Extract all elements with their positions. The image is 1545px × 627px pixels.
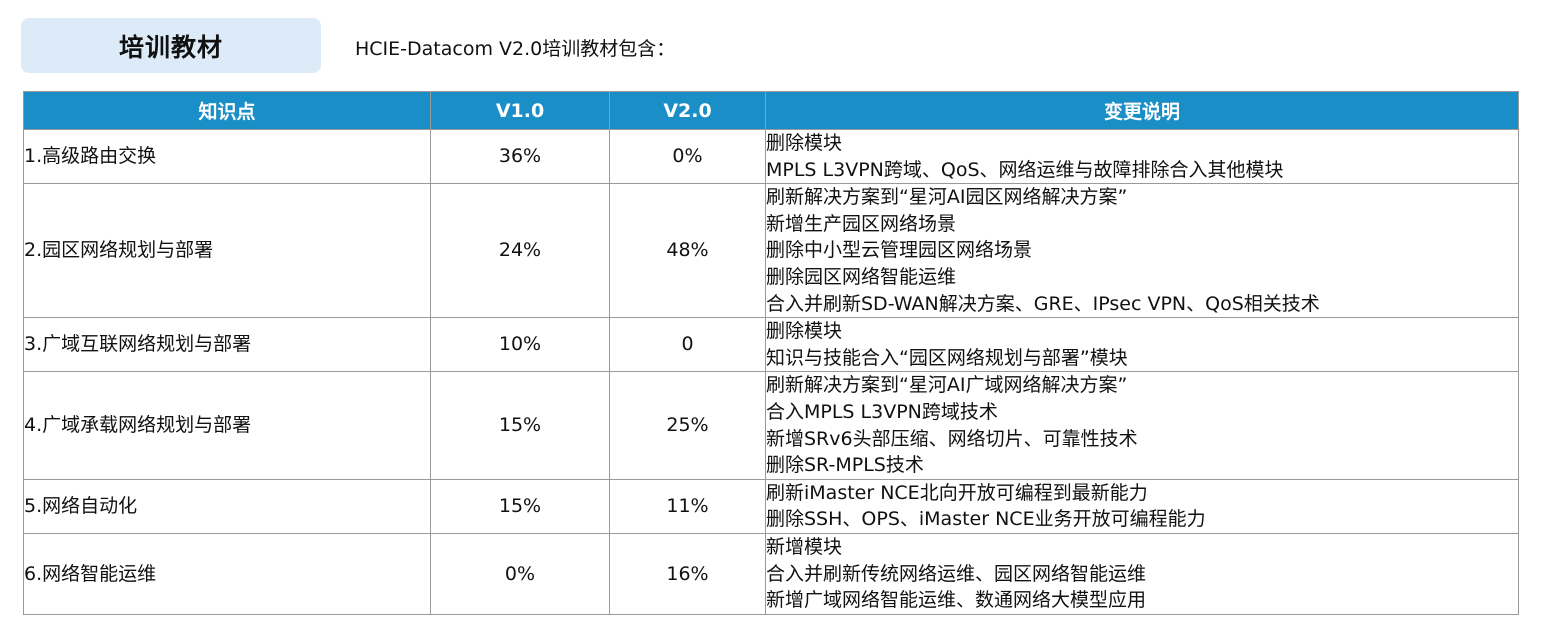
v1-percent-cell: 10%	[430, 317, 610, 373]
table-row: 5.网络自动化 15% 11% 刷新iMaster NCE北向开放可编程到最新能…	[23, 478, 1519, 534]
change-line: 合入MPLS L3VPN跨域技术	[766, 400, 998, 423]
column-header-changes: 变更说明	[765, 91, 1519, 130]
change-line: 新增广域网络智能运维、数通网络大模型应用	[766, 589, 1147, 612]
change-line: 删除SR-MPLS技术	[766, 454, 924, 477]
changes-cell: 删除模块 知识与技能合入“园区网络规划与部署”模块	[765, 317, 1519, 373]
column-header-v1: V1.0	[430, 91, 610, 130]
v2-percent-cell: 48%	[609, 183, 766, 319]
changes-cell: 新增模块 合入并刷新传统网络运维、园区网络智能运维 新增广域网络智能运维、数通网…	[765, 532, 1519, 615]
changes-cell: 刷新iMaster NCE北向开放可编程到最新能力 删除SSH、OPS、iMas…	[765, 478, 1519, 534]
v2-percent-cell: 11%	[609, 478, 766, 534]
topic-cell: 2.园区网络规划与部署	[23, 183, 431, 319]
table-header: 知识点 V1.0 V2.0 变更说明	[23, 91, 1519, 130]
change-line: 合入并刷新传统网络运维、园区网络智能运维	[766, 562, 1147, 585]
change-line: 删除模块	[766, 132, 843, 154]
topic-cell: 1.高级路由交换	[23, 128, 431, 185]
changes-cell: 删除模块 MPLS L3VPN跨域、QoS、网络运维与故障排除合入其他模块	[765, 128, 1519, 185]
v1-percent-cell: 36%	[430, 128, 610, 185]
table-row: 2.园区网络规划与部署 24% 48% 刷新解决方案到“星河AI园区网络解决方案…	[23, 183, 1519, 319]
badge-title: 培训教材	[118, 32, 223, 62]
header-row: 知识点 V1.0 V2.0 变更说明	[23, 91, 1519, 130]
changes-cell: 刷新解决方案到“星河AI广域网络解决方案” 合入MPLS L3VPN跨域技术 新…	[765, 371, 1519, 480]
v1-percent-cell: 15%	[430, 371, 610, 480]
v2-percent-cell: 16%	[609, 532, 766, 615]
v1-percent-cell: 24%	[430, 183, 610, 319]
change-line: 删除SSH、OPS、iMaster NCE业务开放可编程能力	[766, 508, 1206, 531]
change-line: 删除园区网络智能运维	[766, 265, 957, 288]
subtitle: HCIE-Datacom V2.0培训教材包含：	[355, 38, 676, 60]
change-line: 刷新iMaster NCE北向开放可编程到最新能力	[766, 481, 1148, 504]
change-line: MPLS L3VPN跨域、QoS、网络运维与故障排除合入其他模块	[766, 158, 1284, 181]
column-header-topic: 知识点	[23, 91, 431, 130]
table-row: 6.网络智能运维 0% 16% 新增模块 合入并刷新传统网络运维、园区网络智能运…	[23, 532, 1519, 615]
change-line: 删除模块	[766, 320, 843, 343]
v1-percent-cell: 15%	[430, 478, 610, 534]
change-line: 知识与技能合入“园区网络规划与部署”模块	[766, 346, 1128, 369]
topic-cell: 4.广域承载网络规划与部署	[23, 371, 431, 480]
materials-table: 知识点 V1.0 V2.0 变更说明 1.高级路由交换 36% 0% 删除模块 …	[23, 91, 1519, 615]
column-header-v2: V2.0	[609, 91, 766, 130]
topic-cell: 3.广域互联网络规划与部署	[23, 317, 431, 373]
table-row: 1.高级路由交换 36% 0% 删除模块 MPLS L3VPN跨域、QoS、网络…	[23, 128, 1519, 185]
v1-percent-cell: 0%	[430, 532, 610, 615]
table-body: 1.高级路由交换 36% 0% 删除模块 MPLS L3VPN跨域、QoS、网络…	[23, 128, 1519, 615]
table-row: 3.广域互联网络规划与部署 10% 0 删除模块 知识与技能合入“园区网络规划与…	[23, 317, 1519, 373]
v2-percent-cell: 0	[609, 317, 766, 373]
topic-cell: 5.网络自动化	[23, 478, 431, 534]
change-line: 删除中小型云管理园区网络场景	[766, 239, 1033, 262]
v2-percent-cell: 25%	[609, 371, 766, 480]
topic-cell: 6.网络智能运维	[23, 532, 431, 615]
change-line: 刷新解决方案到“星河AI广域网络解决方案”	[766, 374, 1128, 397]
change-line: 新增SRv6头部压缩、网络切片、可靠性技术	[766, 427, 1138, 450]
changes-cell: 刷新解决方案到“星河AI园区网络解决方案” 新增生产园区网络场景 删除中小型云管…	[765, 183, 1519, 319]
title-badge: 培训教材	[21, 18, 321, 73]
table-row: 4.广域承载网络规划与部署 15% 25% 刷新解决方案到“星河AI广域网络解决…	[23, 371, 1519, 480]
v2-percent-cell: 0%	[609, 128, 766, 185]
change-line: 新增生产园区网络场景	[766, 212, 957, 235]
change-line: 新增模块	[766, 535, 843, 558]
change-line: 刷新解决方案到“星河AI园区网络解决方案”	[766, 186, 1128, 209]
change-line: 合入并刷新SD-WAN解决方案、GRE、IPsec VPN、QoS相关技术	[766, 292, 1320, 315]
